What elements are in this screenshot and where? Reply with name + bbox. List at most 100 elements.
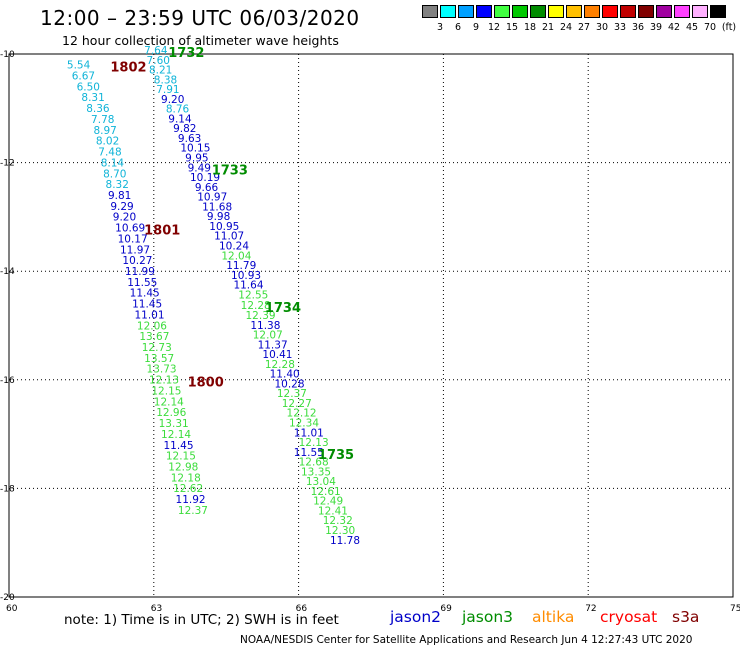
wave-height-value: 12.41 [318,505,348,517]
wave-height-value: 13.73 [147,364,177,376]
legend-swatch-12 [476,5,492,18]
wave-height-value: 6.50 [77,81,100,93]
wave-height-value: 10.17 [118,233,148,245]
wave-height-value: 12.34 [289,417,319,429]
wave-height-value: 12.62 [173,483,203,495]
wave-height-value: 10.19 [190,172,220,184]
wave-height-value: 11.68 [202,201,232,213]
wave-height-value: 10.41 [262,349,292,361]
wave-height-value: 12.13 [149,375,179,387]
wave-height-value: 12.07 [253,330,283,342]
lon-tick-label: 63 [151,604,162,614]
wave-height-value: 8.21 [149,65,172,77]
satellite-altika: altika [532,608,575,626]
wave-height-value: 7.48 [98,147,121,159]
legend-label: 36 [631,22,645,33]
track-time-label: 1802 [110,61,146,76]
legend-swatch-max [710,5,726,18]
legend-label: 12 [487,22,501,33]
wave-height-value: 12.18 [171,472,201,484]
legend-swatch-39 [638,5,654,18]
track-time-label: 1800 [188,376,224,391]
satellite-cryosat: cryosat [600,608,658,626]
wave-height-value: 13.35 [301,466,331,478]
wave-height-value: 9.82 [173,123,196,135]
satellite-jason2: jason2 [390,608,442,626]
wave-height-value: 8.14 [101,157,125,169]
legend-label: 3 [436,22,444,33]
wave-height-value: 9.66 [195,182,219,194]
wave-height-value: 11.01 [134,309,164,321]
legend-label: 39 [649,22,663,33]
wave-height-value: 8.31 [81,92,104,104]
legend-label: 21 [541,22,555,33]
wave-height-value: 9.20 [113,212,136,224]
wave-height-value: 10.97 [197,192,227,204]
wave-height-value: 12.30 [325,525,355,537]
legend-label: 9 [472,22,480,33]
wave-height-value: 11.45 [163,440,193,452]
legend-swatch-3 [422,5,438,18]
map-subtitle: 12 hour collection of altimeter wave hei… [62,33,339,48]
wave-height-value: 13.67 [139,331,169,343]
wave-height-value: 12.14 [161,429,191,441]
wave-height-value: 12.28 [265,359,295,371]
wave-height-value: 12.73 [142,342,172,354]
wave-height-value: 9.29 [110,201,133,213]
wave-height-value: 8.97 [93,125,116,137]
wave-height-value: 8.38 [154,74,177,86]
wave-height-value: 12.39 [246,310,276,322]
wave-height-value: 12.15 [166,451,196,463]
legend-unit: (ft) [721,22,737,33]
legend-label: 70 [703,22,717,33]
wave-height-value: 12.49 [313,496,343,508]
legend-swatch-24 [548,5,564,18]
wave-height-value: 7.78 [91,114,114,126]
wave-height-value: 11.99 [125,266,155,278]
wave-height-value: 11.92 [176,494,206,506]
wave-height-value: 11.07 [214,231,244,243]
legend-label: 45 [685,22,699,33]
wave-height-value: 10.93 [231,270,261,282]
wave-height-value: 8.36 [86,103,110,115]
wave-height-value: 11.01 [294,427,324,439]
lon-tick-label: 66 [296,604,308,614]
track-time-label: 1733 [212,163,248,178]
lat-tick-label: -18 [0,484,15,494]
lat-tick-label: -14 [0,267,15,277]
legend-swatch-30 [584,5,600,18]
lat-tick-label: -10 [0,50,15,60]
wave-height-value: 10.28 [274,378,304,390]
wave-height-value: 9.63 [178,133,201,145]
wave-height-value: 12.14 [154,396,184,408]
wave-height-value: 9.98 [207,211,230,223]
wave-height-value: 12.37 [178,505,208,517]
legend-label: 27 [577,22,591,33]
note-text: note: 1) Time is in UTC; 2) SWH is in fe… [64,612,339,628]
legend-swatch-6 [440,5,456,18]
map-frame [8,53,734,598]
wave-height-value: 10.15 [180,143,210,155]
wave-height-value: 12.32 [323,515,353,527]
wave-height-value: 10.27 [122,255,152,267]
wave-height-value: 9.95 [185,153,208,165]
wave-height-value: 7.60 [147,55,170,67]
lon-tick-label: 60 [6,604,18,614]
wave-height-value: 12.27 [282,398,312,410]
legend-label: 6 [454,22,462,33]
lat-tick-label: -20 [0,593,15,603]
satellite-jason3: jason3 [462,608,514,626]
wave-height-value: 11.79 [226,260,256,272]
wave-height-value: 11.38 [250,320,280,332]
wave-height-value: 12.06 [137,320,167,332]
wave-height-value: 9.14 [168,113,192,125]
wave-height-value: 12.96 [156,407,186,419]
legend-swatch-27 [566,5,582,18]
legend-swatch-45 [674,5,690,18]
wave-height-value: 11.78 [330,535,360,547]
wave-height-value: 12.68 [299,457,329,469]
wave-height-value: 13.31 [159,418,189,430]
track-time-label: 1801 [144,224,180,239]
lon-tick-label: 75 [730,604,740,614]
